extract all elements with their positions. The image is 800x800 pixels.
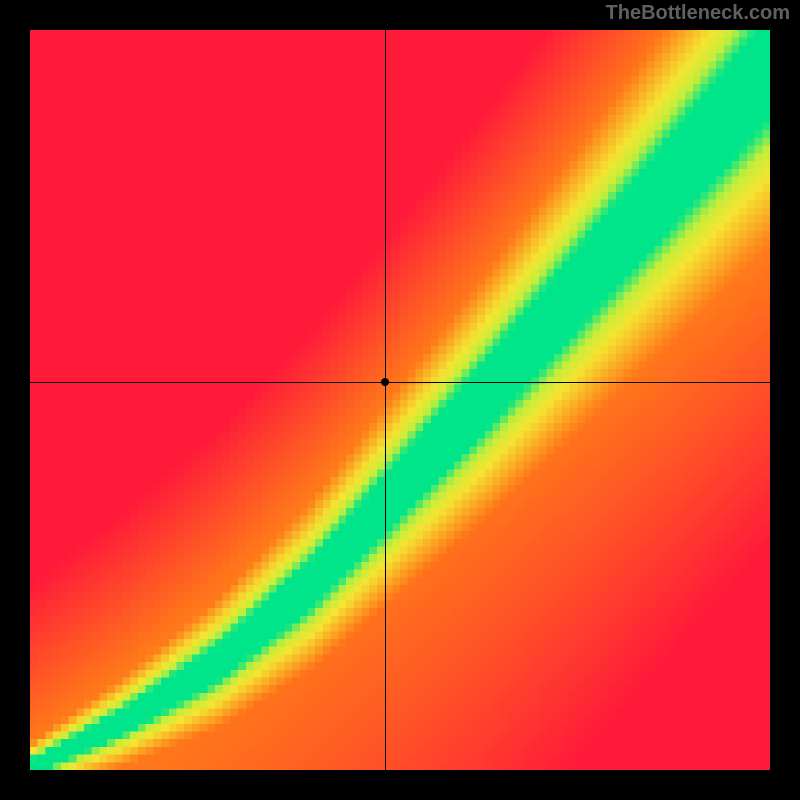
crosshair-horizontal (30, 382, 770, 383)
heatmap-canvas (30, 30, 770, 770)
watermark-text: TheBottleneck.com (606, 2, 790, 25)
crosshair-marker (381, 378, 389, 386)
crosshair-vertical (385, 30, 386, 770)
plot-area (30, 30, 770, 770)
chart-container: TheBottleneck.com (0, 0, 800, 800)
